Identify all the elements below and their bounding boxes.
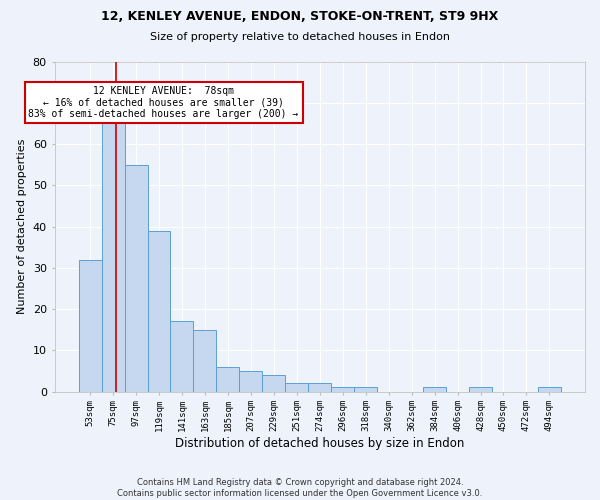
Bar	[193, 330, 217, 392]
Bar	[286, 384, 308, 392]
Text: 12, KENLEY AVENUE, ENDON, STOKE-ON-TRENT, ST9 9HX: 12, KENLEY AVENUE, ENDON, STOKE-ON-TRENT…	[101, 10, 499, 23]
Bar	[423, 388, 446, 392]
Bar	[331, 388, 354, 392]
Y-axis label: Number of detached properties: Number of detached properties	[17, 139, 27, 314]
Bar	[469, 388, 492, 392]
Bar	[101, 124, 125, 392]
Bar	[217, 367, 239, 392]
Bar	[148, 230, 170, 392]
Bar	[262, 375, 286, 392]
Text: 12 KENLEY AVENUE:  78sqm
← 16% of detached houses are smaller (39)
83% of semi-d: 12 KENLEY AVENUE: 78sqm ← 16% of detache…	[28, 86, 299, 120]
Bar	[170, 322, 193, 392]
Bar	[79, 260, 101, 392]
Bar	[538, 388, 561, 392]
Bar	[308, 384, 331, 392]
Bar	[239, 371, 262, 392]
X-axis label: Distribution of detached houses by size in Endon: Distribution of detached houses by size …	[175, 437, 464, 450]
Text: Contains HM Land Registry data © Crown copyright and database right 2024.
Contai: Contains HM Land Registry data © Crown c…	[118, 478, 482, 498]
Bar	[125, 164, 148, 392]
Text: Size of property relative to detached houses in Endon: Size of property relative to detached ho…	[150, 32, 450, 42]
Bar	[354, 388, 377, 392]
